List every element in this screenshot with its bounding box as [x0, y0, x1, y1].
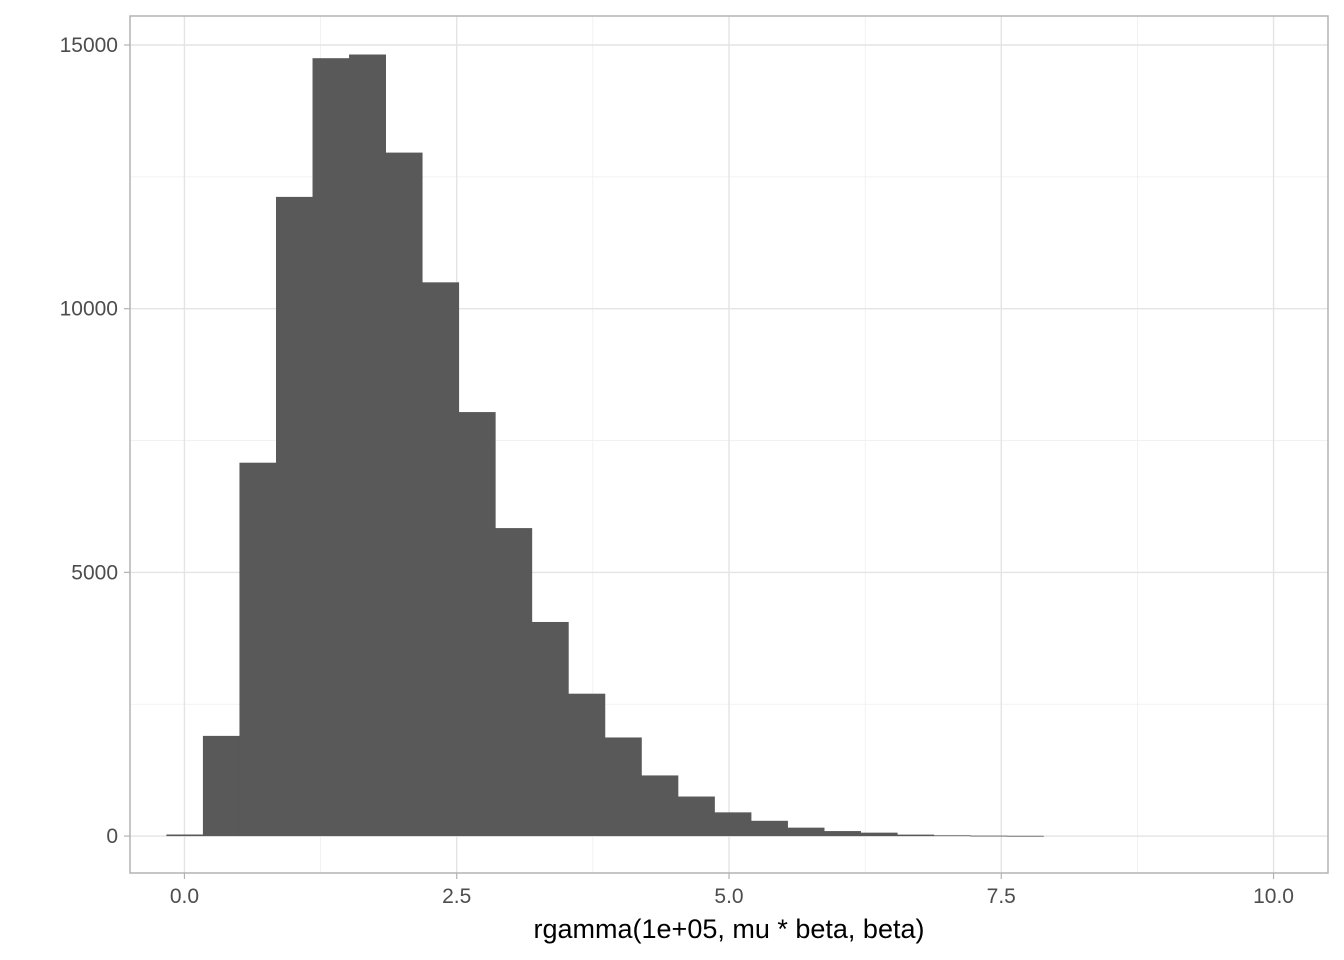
histogram-bar [604, 737, 642, 837]
x-tick-label: 10.0 [1253, 885, 1294, 908]
histogram-bar [166, 834, 204, 837]
histogram-bar [385, 152, 423, 837]
histogram-bar [641, 775, 679, 837]
histogram-bars [166, 54, 1044, 837]
histogram-bar [275, 196, 313, 837]
histogram-bar [897, 834, 935, 837]
histogram-bar [495, 528, 533, 837]
histogram-bar [750, 820, 788, 837]
histogram-bar [349, 54, 387, 837]
histogram-bar [933, 835, 971, 837]
histogram-bar [787, 827, 825, 837]
histogram-bar [458, 412, 496, 837]
x-tick-label: 0.0 [170, 885, 199, 908]
x-axis: 0.0 2.5 5.0 7.5 10.0 [170, 873, 1294, 908]
x-tick-label: 7.5 [987, 885, 1016, 908]
y-tick-label: 5000 [71, 561, 118, 584]
x-tick-label: 2.5 [442, 885, 471, 908]
histogram-bar [970, 835, 1008, 837]
x-axis-title: rgamma(1e+05, mu * beta, beta) [534, 914, 925, 944]
histogram-bar [860, 832, 898, 837]
histogram-bar [1006, 835, 1044, 837]
histogram-bar [568, 693, 606, 837]
histogram-bar [239, 462, 277, 837]
histogram-bar [531, 621, 569, 837]
y-tick-label: 0 [106, 825, 118, 848]
histogram-bar [312, 58, 350, 837]
x-tick-label: 5.0 [714, 885, 743, 908]
histogram-bar [677, 796, 715, 837]
y-axis: 0 5000 10000 15000 [60, 34, 130, 848]
y-tick-label: 10000 [60, 298, 118, 321]
histogram-bar [202, 735, 240, 837]
histogram-bar [422, 282, 460, 837]
y-tick-label: 15000 [60, 34, 118, 57]
histogram-bar [824, 831, 862, 837]
histogram-bar [714, 812, 752, 837]
